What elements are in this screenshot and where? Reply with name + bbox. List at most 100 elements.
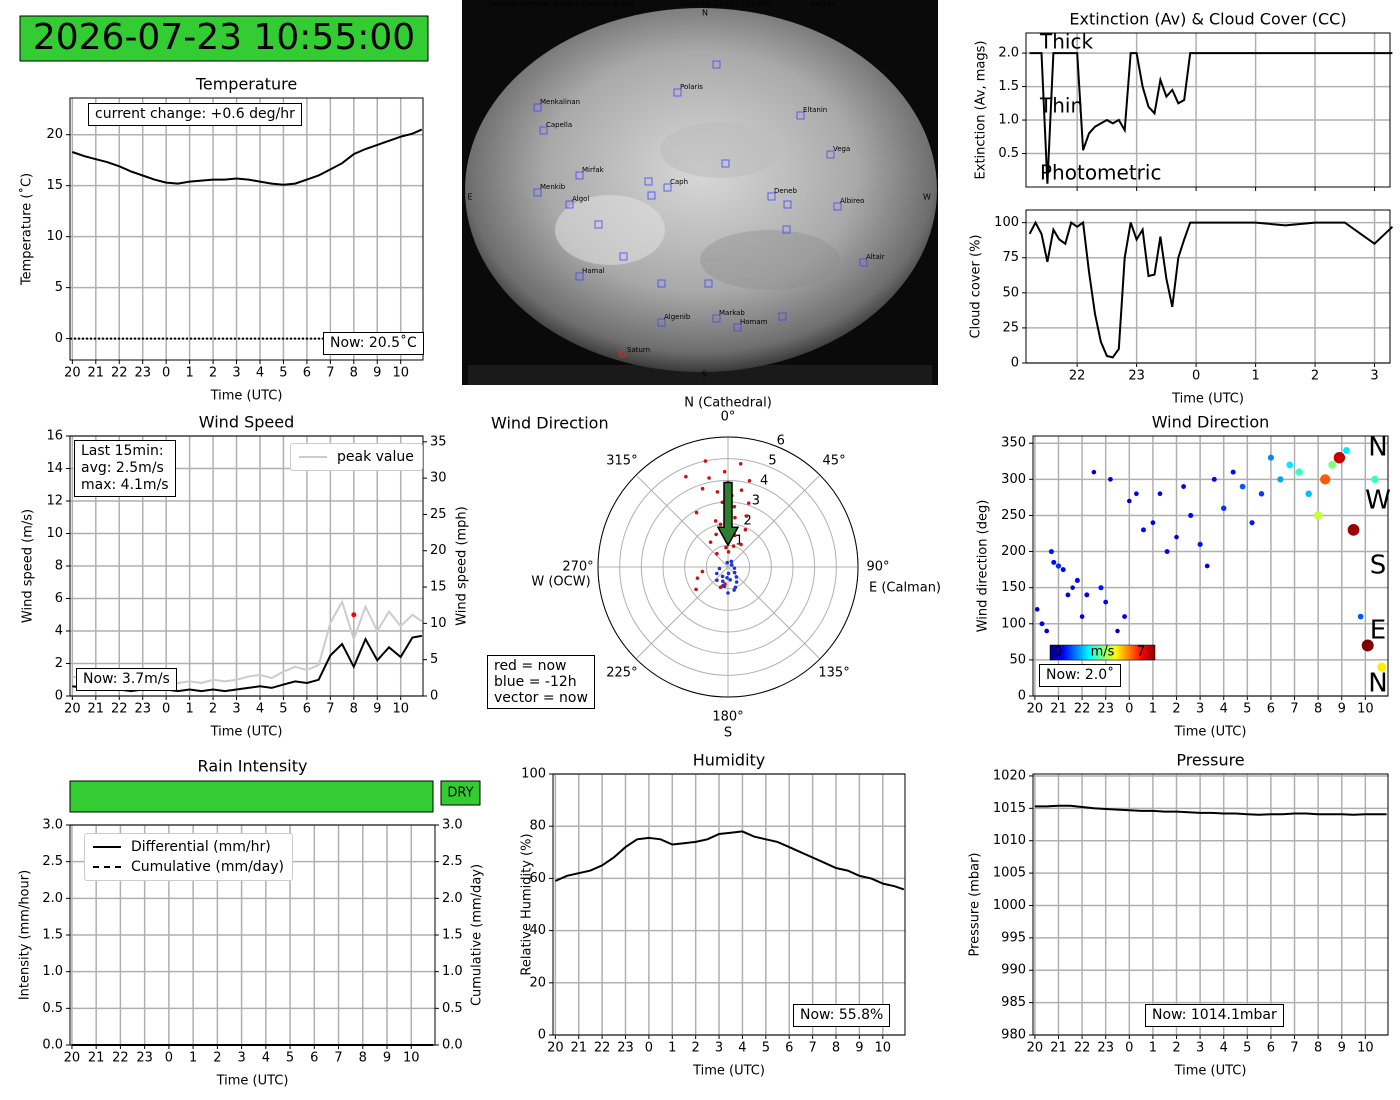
scatter-point bbox=[1108, 476, 1113, 482]
line-series bbox=[72, 634, 422, 693]
camera-cardinal: S bbox=[701, 370, 706, 379]
scatter-point bbox=[1091, 469, 1097, 475]
scatter-point bbox=[1277, 476, 1284, 483]
scatter-point bbox=[1174, 534, 1179, 540]
y-tick-label: 4 bbox=[55, 624, 63, 639]
polar-point bbox=[732, 566, 737, 570]
polar-point bbox=[700, 486, 705, 491]
scatter-point bbox=[1258, 491, 1265, 497]
x-tick-label: 20 bbox=[64, 1051, 81, 1066]
x-tick-label: 5 bbox=[279, 366, 287, 381]
annotation: Now: 20.5˚C bbox=[323, 332, 424, 355]
y2-tick-label: 5 bbox=[430, 652, 438, 667]
scatter-point bbox=[1048, 548, 1054, 555]
y-axis-label: Wind direction (deg) bbox=[976, 500, 991, 633]
y-tick-label: 14 bbox=[46, 461, 63, 476]
region-label: Photometric bbox=[1040, 161, 1161, 185]
scatter-point bbox=[1051, 559, 1057, 565]
plot-frame bbox=[1032, 435, 1389, 697]
legend-label: vector = now bbox=[494, 690, 588, 706]
legend-swatch bbox=[299, 456, 327, 458]
scatter-point bbox=[1377, 662, 1387, 672]
x-tick-label: 9 bbox=[855, 1041, 863, 1056]
x-tick-label: 23 bbox=[134, 702, 151, 717]
polar-point bbox=[743, 527, 748, 532]
camera-caption: Durham AstroLab All-sky1 Camera (Rigel) bbox=[489, 0, 635, 8]
y2-tick-label: 1.0 bbox=[442, 964, 463, 979]
polar-point bbox=[700, 569, 705, 574]
legend-label: Differential (mm/hr) bbox=[131, 839, 271, 855]
y-tick-label: 8 bbox=[55, 559, 63, 574]
polar-point bbox=[715, 578, 719, 583]
legend-swatch bbox=[93, 846, 121, 848]
legend-label: red = now bbox=[494, 658, 567, 674]
x-tick-label: 6 bbox=[303, 366, 311, 381]
status-bar bbox=[69, 780, 434, 813]
annotation: Now: 1014.1mbar bbox=[1145, 1004, 1284, 1027]
y-axis-label: Intensity (mm/hour) bbox=[18, 870, 33, 1000]
line-series bbox=[1034, 804, 1387, 816]
x-tick-label: 21 bbox=[88, 1051, 105, 1066]
x-tick-label: 21 bbox=[1050, 1041, 1067, 1056]
annotation: current change: +0.6 deg/hr bbox=[88, 103, 302, 126]
scatter-point bbox=[1239, 483, 1246, 490]
y-axis-label: Pressure (mbar) bbox=[968, 852, 983, 956]
scatter-point bbox=[1204, 563, 1210, 569]
polar-point bbox=[739, 542, 743, 547]
x-tick-label: 7 bbox=[326, 366, 334, 381]
x-tick-label: 10 bbox=[1357, 702, 1374, 717]
x-tick-label: 3 bbox=[232, 366, 240, 381]
scatter-point bbox=[1371, 475, 1379, 484]
y-tick-label: 1010 bbox=[993, 833, 1026, 848]
x-tick-label: 3 bbox=[1196, 702, 1204, 717]
y2-tick-label: 2.5 bbox=[442, 854, 463, 869]
scatter-point bbox=[1098, 585, 1104, 591]
angle-tick-label: 225° bbox=[606, 666, 637, 681]
polar-point bbox=[723, 582, 727, 586]
chart-title: Wind Direction bbox=[491, 414, 609, 433]
y-tick-label: 25 bbox=[1002, 320, 1019, 335]
y-tick-label: 0.5 bbox=[42, 1001, 63, 1016]
scatter-point bbox=[1103, 599, 1109, 605]
x-tick-label: 10 bbox=[392, 702, 409, 717]
grid-spoke bbox=[635, 566, 729, 660]
colorbar-tick-label: 0 bbox=[1054, 645, 1062, 660]
x-tick-label: 22 bbox=[111, 702, 128, 717]
polar-point bbox=[695, 576, 700, 580]
y-tick-label: 50 bbox=[1009, 652, 1026, 667]
y2-tick-label: 0.5 bbox=[442, 1001, 463, 1016]
line-series bbox=[71, 128, 423, 186]
grid-spoke bbox=[727, 474, 821, 568]
star-marker bbox=[833, 202, 842, 211]
scatter-point bbox=[1044, 628, 1050, 634]
timestamp: 2026-07-23 10:55:00 bbox=[33, 17, 415, 58]
star-marker bbox=[644, 177, 653, 186]
x-tick-label: 21 bbox=[570, 1041, 587, 1056]
x-tick-label: 2 bbox=[213, 1051, 221, 1066]
star-marker bbox=[826, 150, 835, 159]
scatter-point bbox=[1115, 628, 1120, 634]
x-tick-label: 7 bbox=[808, 1041, 816, 1056]
scatter-point bbox=[1305, 490, 1312, 498]
y-tick-label: 2.5 bbox=[42, 854, 63, 869]
polar-point bbox=[728, 578, 733, 582]
chart-title: Temperature bbox=[195, 75, 297, 94]
scatter-point bbox=[1197, 541, 1203, 547]
x-tick-label: 21 bbox=[1050, 702, 1067, 717]
scatter-point bbox=[1079, 614, 1085, 619]
y-tick-label: 300 bbox=[1001, 472, 1026, 487]
polar-point bbox=[684, 474, 688, 479]
x-tick-label: 10 bbox=[403, 1051, 420, 1066]
polar-point bbox=[733, 515, 737, 520]
x-tick-label: 4 bbox=[1220, 702, 1228, 717]
y-tick-label: 200 bbox=[1001, 544, 1026, 559]
legend-entry: peak value bbox=[299, 447, 414, 467]
compass-label: E (Calman) bbox=[869, 581, 941, 596]
x-tick-label: 0 bbox=[162, 366, 170, 381]
plot-frame bbox=[69, 435, 424, 697]
scatter-point bbox=[1267, 454, 1274, 461]
angle-tick-label: 180° bbox=[712, 710, 743, 725]
region-label: Thin bbox=[1039, 94, 1083, 118]
x-tick-label: 2 bbox=[1172, 1041, 1180, 1056]
